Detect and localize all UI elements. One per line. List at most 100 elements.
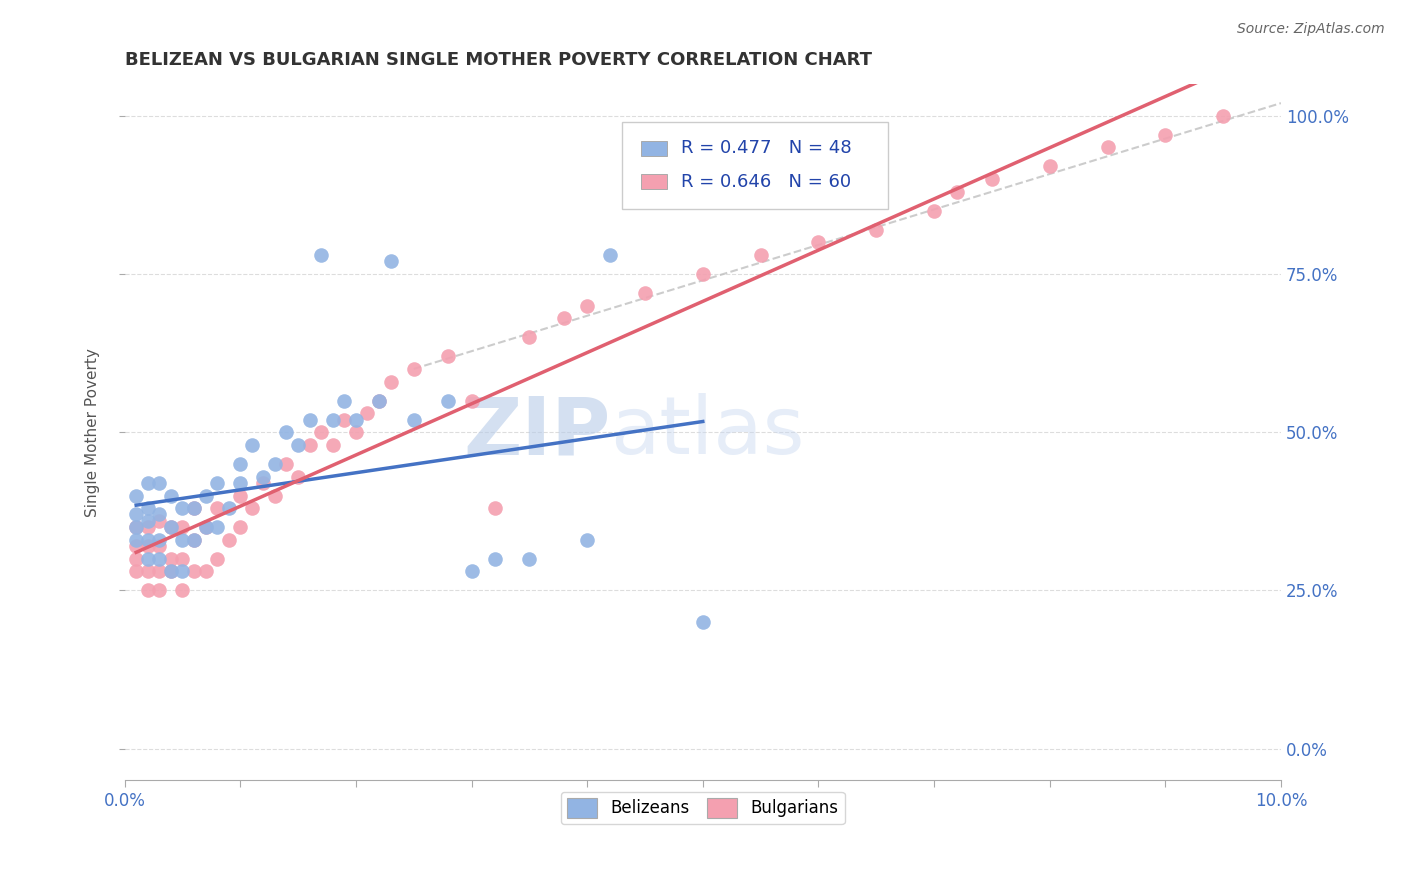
Point xyxy=(229,520,252,534)
Point xyxy=(194,565,217,579)
Point xyxy=(484,551,506,566)
Point xyxy=(160,565,183,579)
Point xyxy=(125,533,148,547)
Point xyxy=(183,501,205,516)
Point xyxy=(148,539,170,553)
FancyBboxPatch shape xyxy=(641,141,666,156)
Point xyxy=(1212,109,1234,123)
Point xyxy=(229,488,252,502)
Text: Source: ZipAtlas.com: Source: ZipAtlas.com xyxy=(1237,22,1385,37)
Point xyxy=(252,475,274,490)
Point xyxy=(183,533,205,547)
Point xyxy=(749,248,772,262)
Point xyxy=(437,393,460,408)
Point xyxy=(136,551,159,566)
Point xyxy=(368,393,391,408)
Point xyxy=(172,551,194,566)
Point xyxy=(368,393,391,408)
Point xyxy=(240,438,263,452)
Point xyxy=(148,514,170,528)
Point xyxy=(344,425,367,440)
Point xyxy=(172,533,194,547)
Point xyxy=(240,501,263,516)
Point xyxy=(380,375,402,389)
Point xyxy=(183,501,205,516)
Point xyxy=(1039,160,1062,174)
Point xyxy=(599,248,621,262)
Point xyxy=(344,412,367,426)
Point xyxy=(160,565,183,579)
Point xyxy=(1154,128,1177,142)
Point xyxy=(576,533,599,547)
Point xyxy=(125,488,148,502)
Point xyxy=(136,539,159,553)
Point xyxy=(160,551,183,566)
Point xyxy=(298,412,321,426)
Point xyxy=(125,539,148,553)
Point xyxy=(160,520,183,534)
Point xyxy=(276,457,298,471)
Text: atlas: atlas xyxy=(610,393,804,471)
Point xyxy=(172,520,194,534)
Point xyxy=(183,533,205,547)
Point xyxy=(380,254,402,268)
Point xyxy=(125,520,148,534)
Legend: Belizeans, Bulgarians: Belizeans, Bulgarians xyxy=(561,791,845,824)
Point xyxy=(576,299,599,313)
Point xyxy=(692,267,714,281)
Point xyxy=(264,457,287,471)
Point xyxy=(264,488,287,502)
Point xyxy=(205,551,228,566)
Point xyxy=(692,615,714,629)
Point xyxy=(125,551,148,566)
Point xyxy=(252,469,274,483)
Point xyxy=(172,565,194,579)
Point xyxy=(402,412,425,426)
Point xyxy=(136,533,159,547)
Point xyxy=(287,438,309,452)
Point xyxy=(148,565,170,579)
Point xyxy=(322,412,344,426)
Point xyxy=(865,222,887,236)
Point xyxy=(148,508,170,522)
Point xyxy=(205,501,228,516)
Point xyxy=(229,475,252,490)
Point xyxy=(148,475,170,490)
Point xyxy=(160,520,183,534)
Point xyxy=(194,488,217,502)
Text: R = 0.646   N = 60: R = 0.646 N = 60 xyxy=(681,172,851,191)
Point xyxy=(309,248,332,262)
Point xyxy=(136,501,159,516)
Point xyxy=(194,520,217,534)
Point xyxy=(125,565,148,579)
Point xyxy=(946,185,969,199)
Point xyxy=(172,501,194,516)
Point xyxy=(148,551,170,566)
Point xyxy=(460,393,482,408)
Point xyxy=(309,425,332,440)
Point xyxy=(333,393,356,408)
Point xyxy=(160,488,183,502)
Point xyxy=(322,438,344,452)
Point xyxy=(553,311,575,326)
Point xyxy=(136,583,159,598)
Text: R = 0.477   N = 48: R = 0.477 N = 48 xyxy=(681,139,852,157)
Point xyxy=(298,438,321,452)
Point xyxy=(148,583,170,598)
Point xyxy=(1097,140,1119,154)
Point xyxy=(205,475,228,490)
Point xyxy=(287,469,309,483)
Point xyxy=(218,501,240,516)
Point xyxy=(194,520,217,534)
Point xyxy=(172,583,194,598)
Y-axis label: Single Mother Poverty: Single Mother Poverty xyxy=(86,348,100,516)
FancyBboxPatch shape xyxy=(641,174,666,189)
Point xyxy=(333,412,356,426)
Point xyxy=(634,285,657,300)
Point xyxy=(922,203,945,218)
Point xyxy=(136,520,159,534)
Point xyxy=(125,520,148,534)
Point xyxy=(218,533,240,547)
Text: BELIZEAN VS BULGARIAN SINGLE MOTHER POVERTY CORRELATION CHART: BELIZEAN VS BULGARIAN SINGLE MOTHER POVE… xyxy=(125,51,872,69)
Point xyxy=(136,565,159,579)
